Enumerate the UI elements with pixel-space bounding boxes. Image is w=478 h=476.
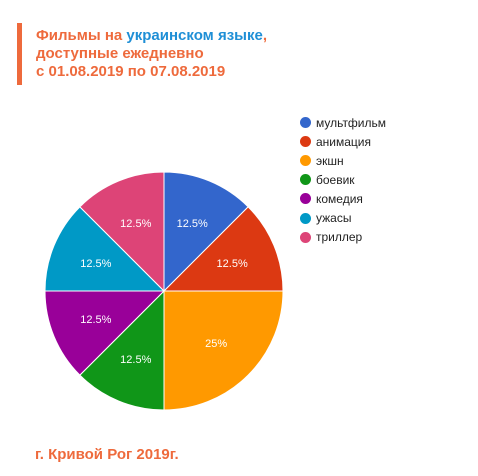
slice-value-label: 25% <box>205 338 227 350</box>
slice-value-label: 12.5% <box>80 314 111 326</box>
legend-label: боевик <box>316 172 355 187</box>
title-line-3: с 01.08.2019 по 07.08.2019 <box>36 63 226 80</box>
footer-caption: г. Кривой Рог 2019г. <box>35 446 179 463</box>
legend-item: анимация <box>300 132 475 151</box>
legend-swatch <box>300 231 311 243</box>
pie-slice-3 <box>79 289 165 411</box>
pie-slice-6 <box>79 171 165 293</box>
slice-value-label: 12.5% <box>120 218 151 230</box>
legend-label: комедия <box>316 191 363 206</box>
legend-swatch <box>300 155 311 167</box>
legend-item: мультфильм <box>300 113 475 132</box>
legend-swatch <box>300 117 311 129</box>
legend-item: ужасы <box>300 208 475 227</box>
chart-title: Фильмы на украинском языке, доступные еж… <box>36 27 456 81</box>
pie-slice-0 <box>163 171 249 293</box>
chart-legend: мультфильм анимация экшн боевик комедия ужасы… <box>300 113 475 247</box>
slice-value-label: 12.5% <box>120 354 151 366</box>
legend-item: триллер <box>300 228 475 247</box>
title-line-2: доступные ежедневно <box>36 45 204 62</box>
legend-item: боевик <box>300 170 475 189</box>
legend-label: экшн <box>316 153 344 168</box>
slice-value-label: 12.5% <box>80 258 111 270</box>
title-accent-bar <box>17 23 22 85</box>
legend-swatch <box>300 136 311 148</box>
legend-label: мультфильм <box>316 115 387 130</box>
legend-label: ужасы <box>316 211 352 226</box>
slice-value-label: 12.5% <box>217 258 248 270</box>
pie-slice-4 <box>44 290 166 376</box>
legend-swatch <box>300 212 311 224</box>
legend-item: экшн <box>300 151 475 170</box>
pie-slice-1 <box>162 206 284 292</box>
legend-item: комедия <box>300 189 475 208</box>
legend-swatch <box>300 193 311 205</box>
pie-labels: 12.5% 12.5% 25% 12.5% 12.5% 12.5% 12.5% <box>80 218 248 366</box>
title-part-3: , <box>262 27 267 44</box>
legend-swatch <box>300 174 311 186</box>
pie-slice-5 <box>44 206 166 292</box>
title-part-1: Фильмы на <box>36 27 127 44</box>
legend-label: анимация <box>316 134 372 149</box>
title-highlight: украинском языке <box>126 27 263 44</box>
pie-slices <box>44 171 284 411</box>
legend-label: триллер <box>316 230 363 245</box>
slice-value-label: 12.5% <box>177 218 208 230</box>
pie-slice-2 <box>163 290 284 411</box>
